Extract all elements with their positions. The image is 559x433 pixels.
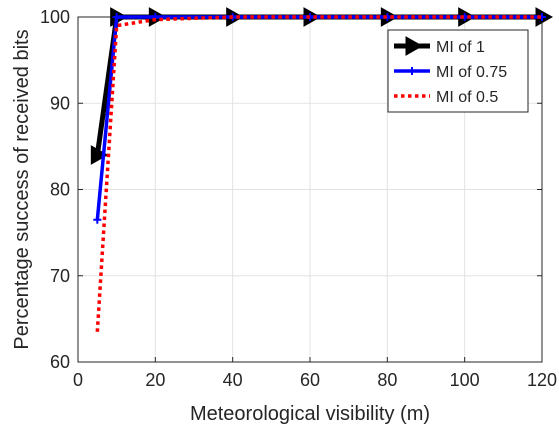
y-tick-label: 60 xyxy=(50,352,70,372)
x-tick-label: 0 xyxy=(73,370,83,390)
y-tick-label: 100 xyxy=(40,7,70,27)
legend: MI of 1 MI of 0.75 MI of 0.5 xyxy=(387,29,529,113)
x-tick-label: 40 xyxy=(223,370,243,390)
data-point-marker xyxy=(112,13,121,21)
y-tick-label: 70 xyxy=(50,266,70,286)
series-layer xyxy=(90,7,554,332)
x-tick-label: 20 xyxy=(145,370,165,390)
data-point-marker xyxy=(405,36,424,56)
y-tick-label: 90 xyxy=(50,93,70,113)
x-tick-label: 120 xyxy=(527,370,557,390)
x-tick-label: 80 xyxy=(377,370,397,390)
x-tick-label: 100 xyxy=(450,370,480,390)
data-point-marker xyxy=(90,145,109,165)
y-tick-label: 80 xyxy=(50,180,70,200)
legend-label: MI of 0.5 xyxy=(436,89,498,106)
x-axis-label: Meteorological visibility (m) xyxy=(190,403,430,425)
series-line xyxy=(95,15,542,220)
x-tick-label: 60 xyxy=(300,370,320,390)
data-point-marker xyxy=(93,215,102,224)
legend-label: MI of 1 xyxy=(436,39,485,56)
legend-label: MI of 0.75 xyxy=(436,64,507,81)
legend-marker xyxy=(408,67,416,75)
y-axis-label: Percentage success of received bits xyxy=(11,29,33,349)
